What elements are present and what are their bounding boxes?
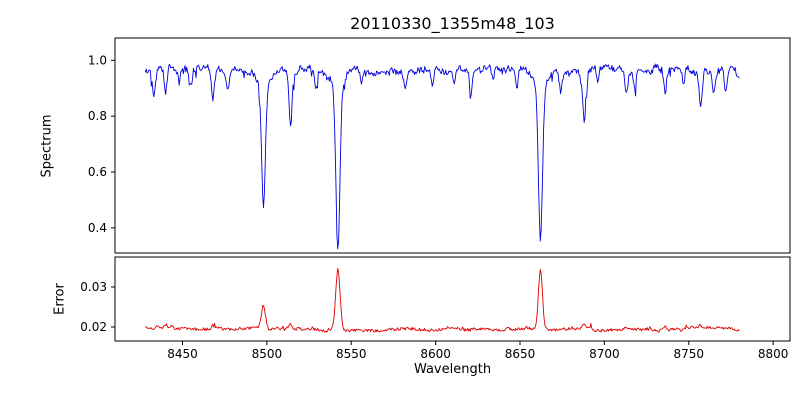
ytick-label-spectrum: 1.0: [88, 53, 107, 67]
bottom-axes-box: [114, 256, 791, 342]
error-line: [145, 267, 740, 333]
ytick-label-error: 0.03: [80, 280, 107, 294]
xtick-label: 8500: [252, 347, 283, 361]
xtick-label: 8750: [673, 347, 704, 361]
top-axes-box: [114, 37, 791, 254]
ytick-label-spectrum: 0.8: [88, 109, 107, 123]
ytick-label-spectrum: 0.4: [88, 221, 107, 235]
y-axis-label-error: Error: [52, 283, 68, 315]
ytick-label-error: 0.02: [80, 320, 107, 334]
y-axis-label-spectrum: Spectrum: [39, 114, 55, 178]
ytick-label-spectrum: 0.6: [88, 165, 107, 179]
xtick-label: 8550: [336, 347, 367, 361]
xtick-label: 8800: [758, 347, 789, 361]
x-axis-label: Wavelength: [413, 362, 492, 377]
chart-title: 20110330_1355m48_103: [350, 14, 555, 33]
spectrum-line: [144, 63, 740, 250]
xtick-label: 8700: [589, 347, 620, 361]
xtick-label: 8600: [420, 347, 451, 361]
xtick-label: 8650: [505, 347, 536, 361]
xtick-label: 8450: [167, 347, 198, 361]
